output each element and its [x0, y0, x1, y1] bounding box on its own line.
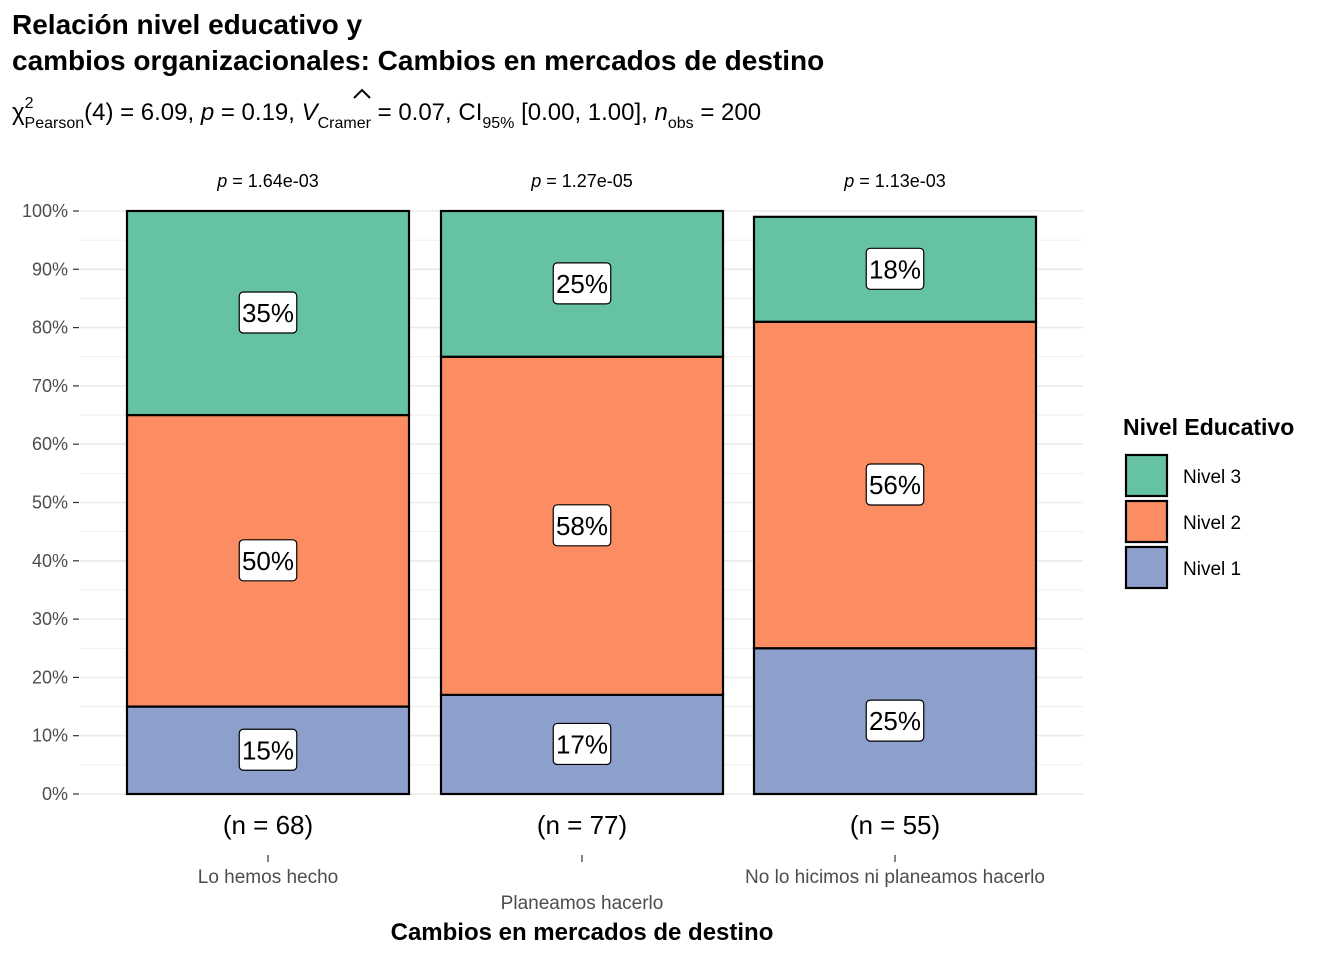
- segment-label-box: [865, 247, 925, 290]
- chart-subtitle: χ2 Pearson(4) = 6.09, p = 0.19, VCramer =…: [12, 95, 761, 132]
- legend-swatch: [1124, 499, 1169, 544]
- count-label: (n = 55): [850, 810, 940, 840]
- chi-subscript: Pearson: [25, 115, 85, 132]
- segment-label-box: [238, 539, 298, 582]
- chart-title-line1: Relación nivel educativo y: [12, 9, 363, 40]
- v-hat-mark: [353, 88, 371, 99]
- segment-label: 50%: [242, 546, 294, 576]
- count-label: (n = 68): [223, 810, 313, 840]
- y-tick-label: 20%: [32, 667, 68, 687]
- segment-label: 18%: [869, 254, 921, 284]
- y-tick-label: 70%: [32, 376, 68, 396]
- segment-label-box: [238, 291, 298, 334]
- y-tick-label: 30%: [32, 609, 68, 629]
- segment-label: 17%: [556, 729, 608, 759]
- p-value-label: p = 1.13e-03: [843, 171, 946, 191]
- y-tick-label: 90%: [32, 259, 68, 279]
- segment-label-box: [552, 262, 612, 305]
- legend: Nivel Educativo Nivel 3 Nivel 2 Nivel 1: [1123, 414, 1294, 590]
- segment-label: 56%: [869, 470, 921, 500]
- segment-label-box: [865, 463, 925, 506]
- bars: [125, 209, 1038, 796]
- y-tick-label: 0%: [42, 784, 68, 804]
- v-symbol: V: [302, 99, 320, 126]
- chart-title-line2: cambios organizacionales: Cambios en mer…: [12, 45, 824, 76]
- x-category-label: No lo hicimos ni planeamos hacerlo: [745, 867, 1045, 888]
- legend-item-label: Nivel 1: [1183, 559, 1241, 580]
- count-label: (n = 77): [537, 810, 627, 840]
- segment-label: 25%: [869, 706, 921, 736]
- chi-superscript: 2: [25, 95, 34, 112]
- y-tick-label: 40%: [32, 551, 68, 571]
- y-tick-label: 60%: [32, 434, 68, 454]
- segment-label: 58%: [556, 511, 608, 541]
- p-value-label: p = 1.64e-03: [216, 171, 319, 191]
- segment-label: 15%: [242, 735, 294, 765]
- segment-label-box: [865, 699, 925, 742]
- legend-item-label: Nivel 3: [1183, 467, 1241, 488]
- x-category-label: Lo hemos hecho: [198, 867, 339, 888]
- legend-title: Nivel Educativo: [1123, 414, 1294, 440]
- legend-swatch: [1124, 545, 1169, 590]
- legend-item-label: Nivel 2: [1183, 513, 1241, 534]
- segment-label: 25%: [556, 269, 608, 299]
- x-category-label: Planeamos hacerlo: [501, 893, 664, 914]
- axes: 0% 10% 20% 30% 40% 50% 60% 70% 80% 90% 100% p = 1.6…: [22, 171, 1045, 914]
- segment-label-box: [552, 722, 612, 766]
- y-tick-label: 50%: [32, 493, 68, 513]
- segment-label-box: [552, 504, 612, 547]
- y-tick-label: 80%: [32, 318, 68, 338]
- p-value-label: p = 1.27e-05: [530, 171, 633, 191]
- legend-swatch: [1124, 453, 1169, 498]
- y-tick-label: 10%: [32, 726, 68, 746]
- segment-label: 35%: [242, 298, 294, 328]
- segment-label-box: [238, 728, 298, 771]
- y-tick-label: 100%: [22, 201, 68, 221]
- segment-labels: 15% 50% 35% 17% 58% 25% 25% 56% 18%: [238, 247, 925, 771]
- chi-symbol: χ: [12, 99, 25, 126]
- x-axis-title: Cambios en mercados de destino: [391, 919, 774, 946]
